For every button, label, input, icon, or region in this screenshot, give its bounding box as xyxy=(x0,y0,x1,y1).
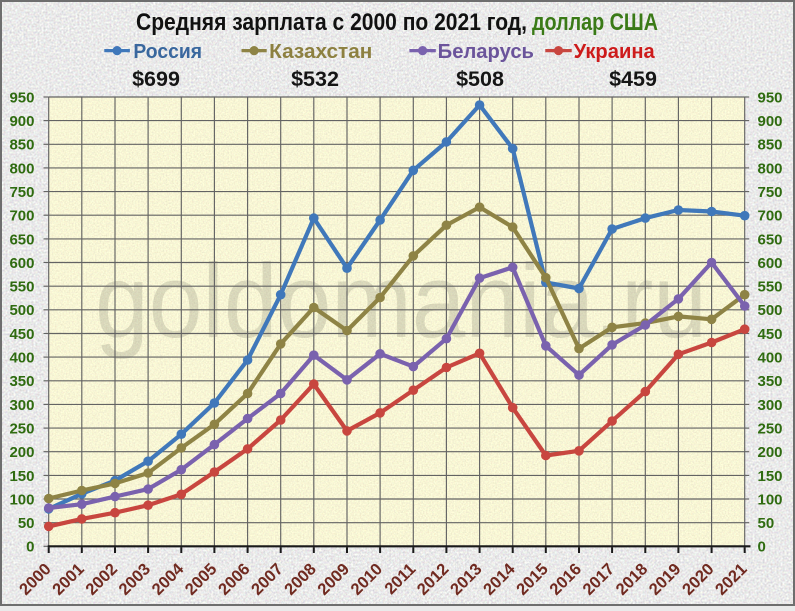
svg-text:Украина: Украина xyxy=(574,41,656,63)
svg-text:900: 900 xyxy=(9,113,34,130)
svg-text:150: 150 xyxy=(758,468,783,485)
svg-text:$532: $532 xyxy=(291,67,339,91)
svg-text:500: 500 xyxy=(9,302,34,319)
svg-text:750: 750 xyxy=(758,184,783,201)
svg-text:300: 300 xyxy=(9,397,34,414)
svg-text:50: 50 xyxy=(758,515,775,532)
svg-text:550: 550 xyxy=(9,279,34,296)
svg-text:350: 350 xyxy=(758,373,783,390)
svg-text:900: 900 xyxy=(758,113,783,130)
svg-text:Беларусь: Беларусь xyxy=(438,41,534,63)
svg-text:650: 650 xyxy=(9,231,34,248)
svg-text:200: 200 xyxy=(758,444,783,461)
svg-text:100: 100 xyxy=(758,491,783,508)
svg-text:800: 800 xyxy=(9,160,34,177)
svg-text:600: 600 xyxy=(758,255,783,272)
svg-text:200: 200 xyxy=(9,444,34,461)
svg-text:$508: $508 xyxy=(456,67,504,91)
svg-text:850: 850 xyxy=(9,137,34,154)
svg-text:100: 100 xyxy=(9,491,34,508)
svg-text:650: 650 xyxy=(758,231,783,248)
svg-text:50: 50 xyxy=(18,515,35,532)
svg-text:250: 250 xyxy=(9,421,34,438)
svg-text:400: 400 xyxy=(9,350,34,367)
svg-text:250: 250 xyxy=(758,421,783,438)
svg-text:950: 950 xyxy=(9,89,34,106)
svg-text:450: 450 xyxy=(9,326,34,343)
svg-text:850: 850 xyxy=(758,137,783,154)
svg-text:0: 0 xyxy=(758,539,766,556)
svg-text:950: 950 xyxy=(758,89,783,106)
svg-text:350: 350 xyxy=(9,373,34,390)
svg-text:Россия: Россия xyxy=(133,41,202,63)
svg-text:600: 600 xyxy=(9,255,34,272)
svg-text:700: 700 xyxy=(758,208,783,225)
svg-text:550: 550 xyxy=(758,279,783,296)
svg-text:300: 300 xyxy=(758,397,783,414)
svg-text:700: 700 xyxy=(9,208,34,225)
svg-text:400: 400 xyxy=(758,350,783,367)
svg-text:0: 0 xyxy=(26,539,34,556)
svg-text:доллар США: доллар США xyxy=(532,9,658,36)
svg-text:Казахстан: Казахстан xyxy=(269,41,372,63)
svg-text:150: 150 xyxy=(9,468,34,485)
svg-text:$699: $699 xyxy=(132,67,180,91)
svg-text:500: 500 xyxy=(758,302,783,319)
svg-text:$459: $459 xyxy=(609,67,657,91)
svg-text:Средняя зарплата с 2000 по 202: Средняя зарплата с 2000 по 2021 год, xyxy=(136,9,527,36)
svg-text:450: 450 xyxy=(758,326,783,343)
svg-text:750: 750 xyxy=(9,184,34,201)
svg-text:800: 800 xyxy=(758,160,783,177)
